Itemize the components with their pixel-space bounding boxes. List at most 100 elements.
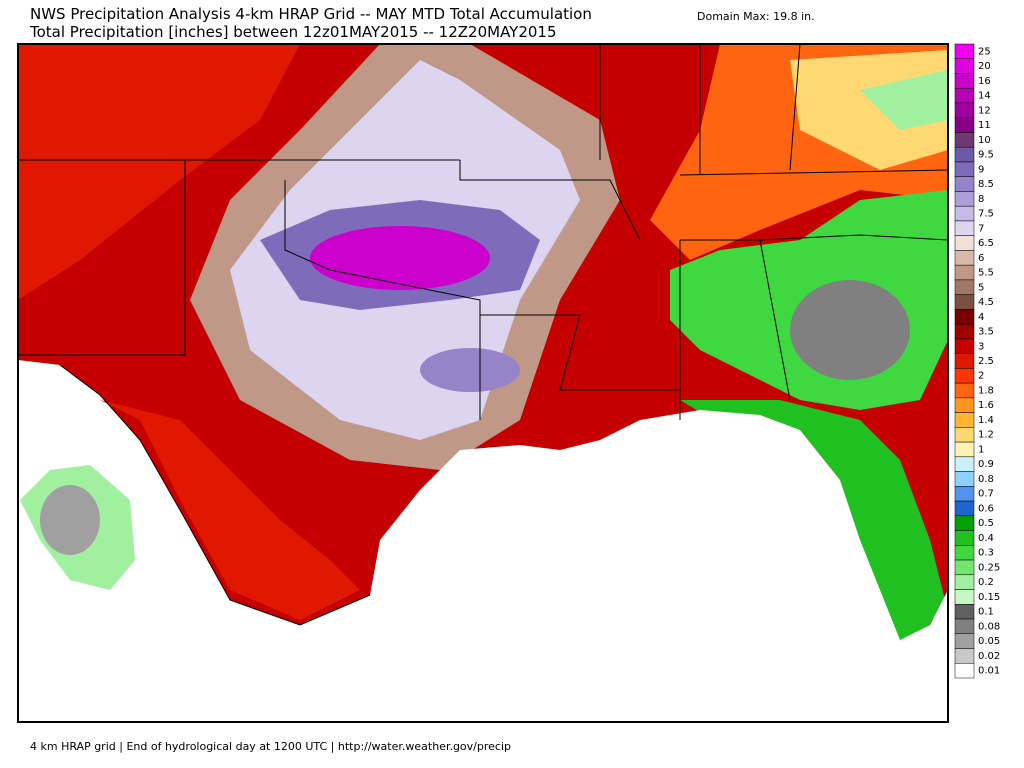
- legend-swatch: [954, 294, 975, 310]
- legend-swatch: [954, 456, 975, 472]
- legend-label: 16: [978, 76, 991, 87]
- legend-swatch: [954, 559, 975, 576]
- legend-label: 8: [978, 194, 984, 205]
- legend-label: 0.2: [978, 577, 994, 588]
- legend-swatch: [954, 87, 975, 104]
- legend-swatch: [954, 530, 975, 546]
- precip-area: [40, 485, 100, 555]
- legend-swatch: [954, 309, 975, 325]
- legend-label: 0.1: [978, 607, 994, 618]
- title: NWS Precipitation Analysis 4-km HRAP Gri…: [30, 5, 592, 23]
- legend-label: 0.8: [978, 474, 994, 485]
- legend-label: 7.5: [978, 209, 994, 220]
- legend-label: 1: [978, 444, 984, 455]
- legend-swatch: [954, 471, 975, 487]
- legend-swatch: [954, 663, 975, 679]
- legend-label: 2.5: [978, 356, 994, 367]
- legend-swatch: [954, 412, 975, 428]
- borders: [18, 43, 949, 626]
- precip-area: [860, 70, 948, 130]
- legend-label: 6: [978, 253, 984, 264]
- legend-swatch: [954, 589, 975, 605]
- legend-swatch: [954, 633, 975, 649]
- legend-label: 0.3: [978, 548, 994, 559]
- legend-label: 0.6: [978, 503, 994, 514]
- legend-swatch: [954, 515, 975, 531]
- legend-swatch: [954, 574, 975, 590]
- legend-label: 0.7: [978, 489, 994, 500]
- precip-area: [100, 400, 360, 620]
- legend-label: 4.5: [978, 297, 994, 308]
- legend-swatch: [954, 235, 975, 251]
- legend-label: 0.02: [978, 651, 1000, 662]
- legend-swatch: [954, 279, 975, 295]
- legend-swatch: [954, 323, 975, 340]
- legend-label: 1.4: [978, 415, 994, 426]
- legend-label: 20: [978, 61, 991, 72]
- legend-swatch: [954, 338, 975, 354]
- legend-swatch: [954, 220, 975, 236]
- legend-label: 8.5: [978, 179, 994, 190]
- legend-swatch: [954, 441, 975, 458]
- precip-area: [420, 348, 520, 392]
- precip-area: [680, 400, 945, 640]
- legend-label: 14: [978, 91, 991, 102]
- legend-swatch: [954, 43, 975, 59]
- legend-label: 11: [978, 120, 991, 131]
- legend-swatch: [954, 191, 975, 207]
- legend-swatch: [954, 500, 975, 517]
- legend-swatch: [954, 117, 975, 133]
- legend-swatch: [954, 102, 975, 118]
- legend-label: 0.05: [978, 636, 1000, 647]
- legend-swatch: [954, 368, 975, 384]
- legend-swatch: [954, 146, 975, 163]
- legend-swatch: [954, 545, 975, 561]
- legend-label: 7: [978, 223, 984, 234]
- legend-label: 3: [978, 341, 984, 352]
- legend-label: 0.01: [978, 666, 1000, 677]
- legend-label: 0.9: [978, 459, 994, 470]
- legend-swatch: [954, 397, 975, 413]
- legend-label: 6.5: [978, 238, 994, 249]
- legend: 252016141211109.598.587.576.565.554.543.…: [954, 43, 1000, 679]
- precip-area: [18, 44, 300, 300]
- legend-swatch: [954, 58, 975, 74]
- legend-label: 5: [978, 282, 984, 293]
- legend-swatch: [954, 382, 975, 399]
- footer: 4 km HRAP grid | End of hydrological day…: [30, 740, 511, 753]
- map-frame: [17, 43, 949, 723]
- subtitle: Total Precipitation [inches] between 12z…: [29, 23, 557, 41]
- legend-label: 10: [978, 135, 991, 146]
- map: [17, 43, 949, 723]
- legend-swatch: [954, 205, 975, 222]
- legend-label: 25: [978, 46, 991, 57]
- precip-area: [310, 226, 490, 290]
- precip-area: [790, 280, 910, 380]
- legend-swatch: [954, 250, 975, 266]
- legend-label: 9.5: [978, 150, 994, 161]
- legend-label: 3.5: [978, 327, 994, 338]
- legend-label: 0.5: [978, 518, 994, 529]
- legend-label: 9: [978, 164, 984, 175]
- water-and-no-data: [18, 360, 948, 722]
- legend-swatch: [954, 648, 975, 664]
- legend-label: 2: [978, 371, 984, 382]
- legend-label: 0.25: [978, 562, 1000, 573]
- legend-label: 5.5: [978, 268, 994, 279]
- legend-swatch: [954, 618, 975, 635]
- legend-label: 1.8: [978, 385, 994, 396]
- legend-swatch: [954, 353, 975, 369]
- legend-label: 4: [978, 312, 984, 323]
- legend-swatch: [954, 132, 975, 148]
- legend-swatch: [954, 427, 975, 443]
- legend-label: 0.08: [978, 621, 1000, 632]
- legend-label: 0.15: [978, 592, 1000, 603]
- legend-label: 0.4: [978, 533, 994, 544]
- legend-swatch: [954, 161, 975, 177]
- legend-swatch: [954, 604, 975, 620]
- legend-swatch: [954, 176, 975, 192]
- legend-swatch: [954, 486, 975, 502]
- domain-max: Domain Max: 19.8 in.: [697, 10, 815, 23]
- legend-swatch: [954, 73, 975, 89]
